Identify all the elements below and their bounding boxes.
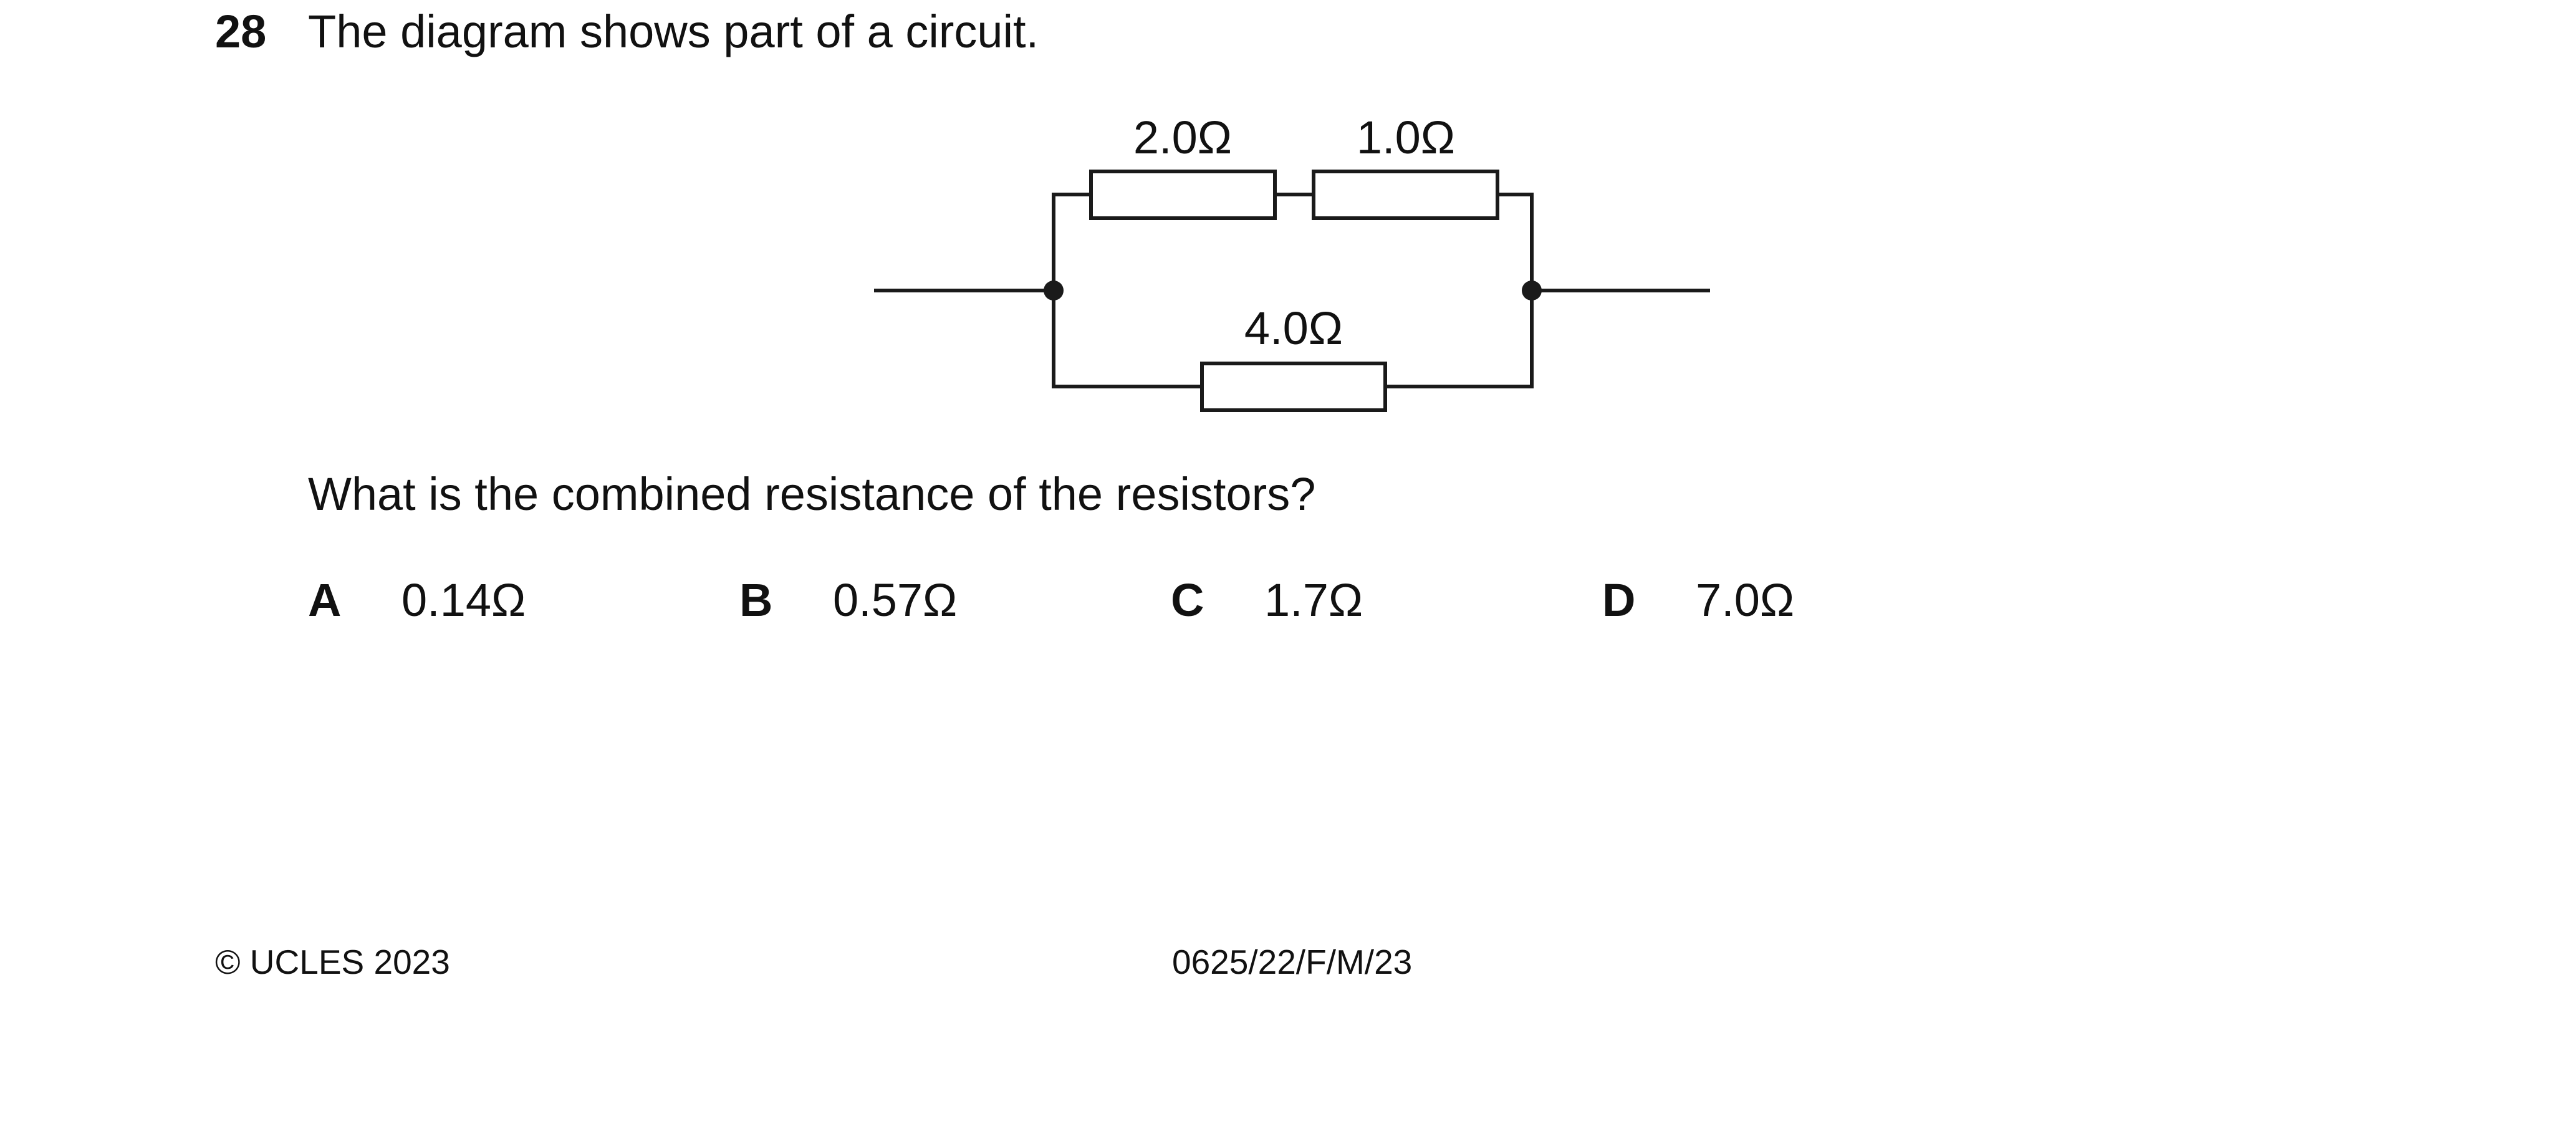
option-letter: B	[739, 574, 773, 626]
resistor-2-ohm	[1089, 170, 1277, 220]
left-junction-dot	[1044, 281, 1064, 300]
resistor-label-4-ohm: 4.0Ω	[1244, 302, 1343, 354]
circuit-diagram: 2.0Ω 1.0Ω 4.0Ω	[874, 112, 1710, 412]
question-stem: The diagram shows part of a circuit.	[308, 6, 1039, 57]
option-letter: A	[308, 574, 342, 626]
resistor-1-ohm	[1312, 170, 1499, 220]
option-value: 7.0Ω	[1696, 574, 1795, 626]
right-junction-dot	[1522, 281, 1542, 300]
option-letter: D	[1602, 574, 1636, 626]
question-prompt: What is the combined resistance of the r…	[308, 468, 1316, 520]
option-value: 0.57Ω	[833, 574, 958, 626]
option-letter: C	[1171, 574, 1204, 626]
option-value: 0.14Ω	[401, 574, 526, 626]
footer-paper-code: 0625/22/F/M/23	[1172, 943, 1413, 981]
option-value: 1.7Ω	[1264, 574, 1363, 626]
resistor-label-2-ohm: 2.0Ω	[1133, 112, 1232, 163]
resistor-4-ohm	[1200, 362, 1387, 412]
question-number: 28	[215, 6, 267, 57]
footer-copyright: © UCLES 2023	[215, 943, 450, 981]
resistor-label-1-ohm: 1.0Ω	[1357, 112, 1455, 163]
